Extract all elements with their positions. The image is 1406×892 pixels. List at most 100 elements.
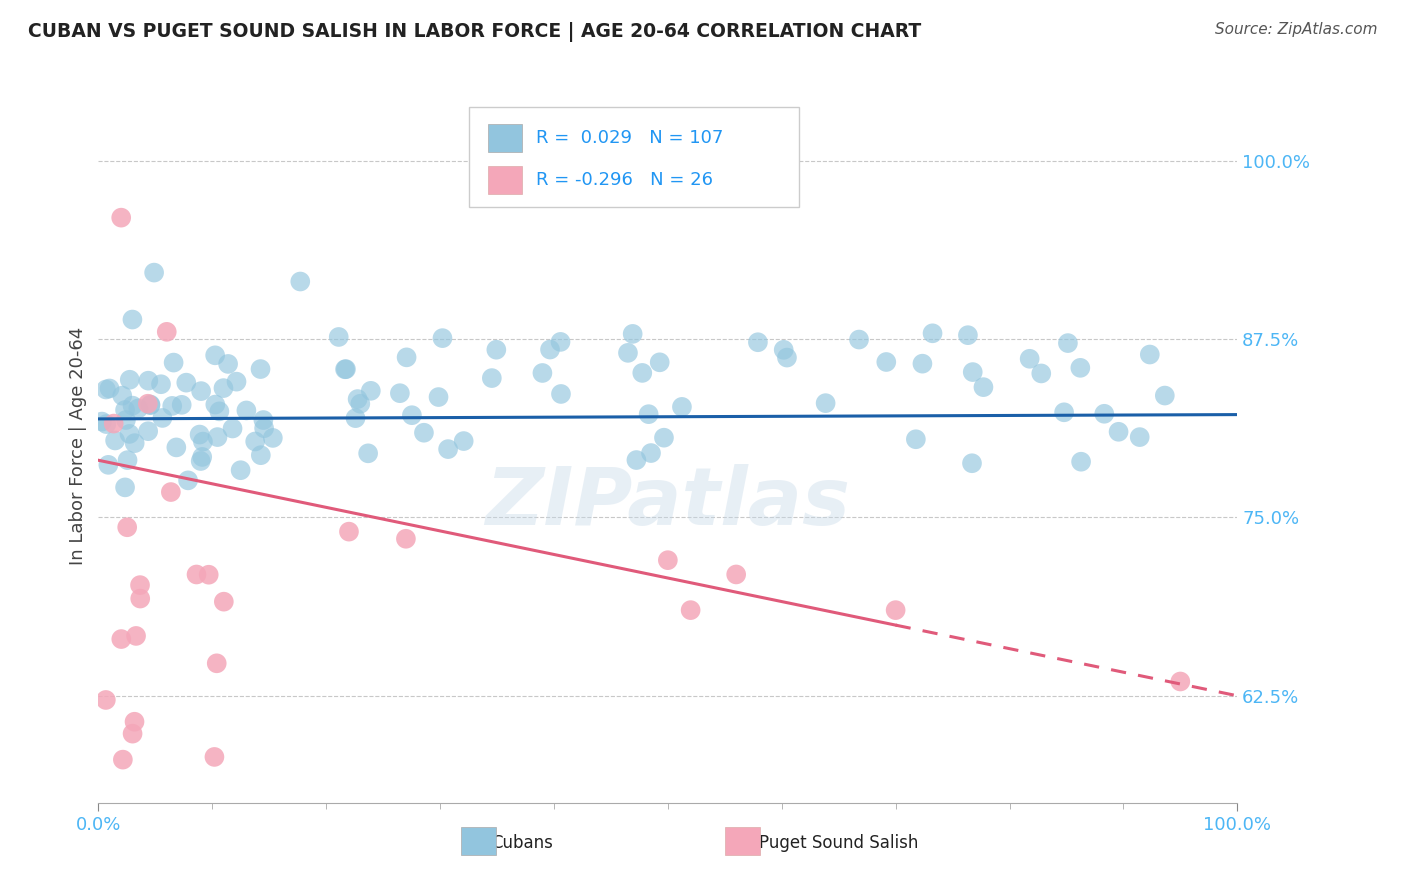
Point <box>204 348 226 362</box>
Point <box>346 392 368 406</box>
Point <box>1092 407 1115 421</box>
Point <box>117 453 139 467</box>
Point <box>197 567 219 582</box>
Point <box>191 434 214 449</box>
Point <box>204 398 226 412</box>
Point <box>186 567 208 582</box>
Point <box>848 333 870 347</box>
Point <box>814 396 837 410</box>
Point <box>1139 347 1161 361</box>
Point <box>170 398 193 412</box>
Point <box>432 331 454 345</box>
FancyBboxPatch shape <box>725 827 759 855</box>
Point <box>1031 367 1053 381</box>
Point <box>884 603 907 617</box>
Point <box>160 485 183 500</box>
Point <box>395 532 418 546</box>
Point <box>190 384 212 398</box>
Point <box>747 335 769 350</box>
Point <box>401 408 423 422</box>
Point <box>962 365 984 379</box>
Point <box>188 427 211 442</box>
Point <box>94 383 117 397</box>
Point <box>129 591 152 606</box>
Text: R =  0.029   N = 107: R = 0.029 N = 107 <box>536 129 723 147</box>
Point <box>143 266 166 280</box>
Point <box>121 312 143 326</box>
Point <box>413 425 436 440</box>
Point <box>1070 455 1092 469</box>
Point <box>772 343 794 357</box>
Point <box>127 401 149 416</box>
Point <box>177 474 200 488</box>
Point <box>262 431 284 445</box>
Point <box>94 693 117 707</box>
Point <box>139 398 162 412</box>
Point <box>98 381 121 395</box>
Point <box>118 426 141 441</box>
Point <box>114 403 136 417</box>
Point <box>333 362 356 376</box>
Point <box>388 386 411 401</box>
Point <box>679 603 702 617</box>
Point <box>136 424 159 438</box>
Point <box>221 421 243 435</box>
Text: R = -0.296   N = 26: R = -0.296 N = 26 <box>536 171 713 189</box>
Point <box>124 714 146 729</box>
Point <box>205 657 228 671</box>
Text: Puget Sound Salish: Puget Sound Salish <box>759 835 918 853</box>
Point <box>626 453 648 467</box>
Point <box>344 411 367 425</box>
Point <box>875 355 897 369</box>
Point <box>150 377 173 392</box>
Point <box>1018 351 1040 366</box>
FancyBboxPatch shape <box>461 827 496 855</box>
Point <box>337 524 360 539</box>
Point <box>972 380 994 394</box>
Point <box>225 375 247 389</box>
Point <box>115 413 138 427</box>
Point <box>427 390 450 404</box>
Point <box>921 326 943 341</box>
Point <box>121 726 143 740</box>
Point <box>631 366 654 380</box>
Y-axis label: In Labor Force | Age 20-64: In Labor Force | Age 20-64 <box>69 326 87 566</box>
Point <box>776 351 799 365</box>
Point <box>253 421 276 435</box>
Point <box>349 397 371 411</box>
Point <box>725 567 748 582</box>
Point <box>129 578 152 592</box>
Point <box>165 441 187 455</box>
Point <box>328 330 350 344</box>
Point <box>531 366 554 380</box>
Point <box>114 480 136 494</box>
Point <box>217 357 239 371</box>
Point <box>481 371 503 385</box>
Text: ZIPatlas: ZIPatlas <box>485 464 851 542</box>
Point <box>121 399 143 413</box>
Point <box>243 434 266 449</box>
Point <box>104 434 127 448</box>
Point <box>956 328 979 343</box>
Point <box>652 431 675 445</box>
Point <box>437 442 460 456</box>
Point <box>91 415 114 429</box>
Point <box>124 436 146 450</box>
Point <box>1069 360 1091 375</box>
FancyBboxPatch shape <box>468 107 799 207</box>
Point <box>212 381 235 395</box>
Point <box>208 404 231 418</box>
Point <box>162 355 184 369</box>
Point <box>1129 430 1152 444</box>
Point <box>904 432 927 446</box>
Point <box>671 400 693 414</box>
Point <box>156 325 179 339</box>
Point <box>103 417 125 431</box>
Point <box>111 389 134 403</box>
Point <box>152 411 174 425</box>
Point <box>139 398 162 412</box>
Point <box>249 362 271 376</box>
Point <box>1170 674 1192 689</box>
Point <box>207 430 229 444</box>
Point <box>357 446 380 460</box>
